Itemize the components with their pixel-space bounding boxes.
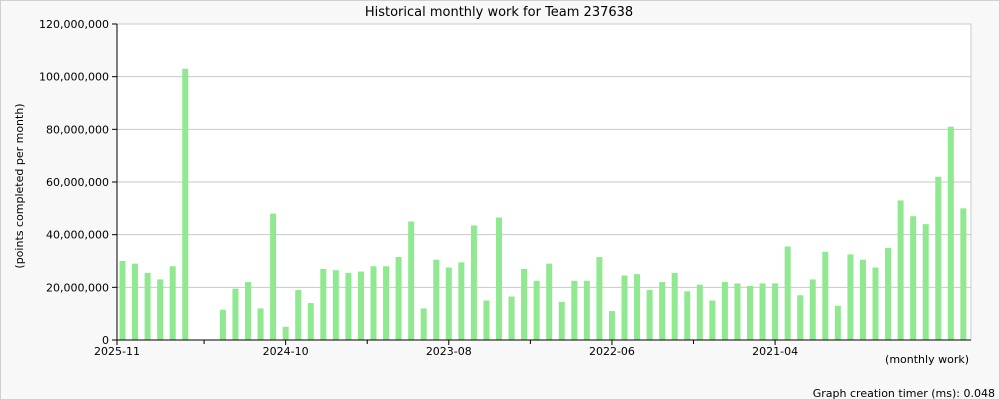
bar	[445, 267, 452, 340]
bar	[546, 263, 553, 340]
bar	[696, 284, 703, 340]
x-axis-ticks: 2025-11 2024-10 2023-08 2022-06 2021-04	[94, 340, 798, 358]
bar	[709, 300, 716, 340]
x-tick-label: 2021-04	[752, 345, 798, 358]
bar	[320, 268, 327, 340]
bar	[596, 257, 603, 340]
bar	[684, 291, 691, 340]
bar	[219, 309, 226, 340]
y-tick-label: 0	[102, 334, 109, 347]
bar	[784, 246, 791, 340]
bar	[345, 272, 352, 340]
bar	[947, 126, 954, 340]
bar	[759, 283, 766, 340]
bar	[747, 286, 753, 340]
bar	[721, 282, 728, 340]
bar	[332, 270, 339, 340]
bar	[232, 288, 239, 340]
bar	[144, 272, 151, 340]
bars	[119, 68, 967, 341]
bar	[383, 266, 390, 340]
bar	[646, 289, 653, 340]
gridlines	[117, 23, 971, 288]
bar	[634, 274, 641, 340]
bar	[420, 308, 427, 340]
bar	[734, 283, 741, 340]
y-tick-label: 80,000,000	[46, 123, 109, 136]
bar	[395, 257, 402, 340]
bar	[295, 289, 302, 340]
y-axis-label: (points completed per month)	[13, 103, 26, 268]
x-tick-label: 2024-10	[263, 345, 309, 358]
bar	[470, 225, 477, 340]
y-axis-ticks: 0 20,000,000 40,000,000 60,000,000 80,000,00…	[39, 18, 117, 347]
bar	[370, 266, 377, 340]
bar	[408, 221, 415, 340]
bar	[245, 282, 251, 340]
bar	[885, 247, 892, 340]
bar	[960, 208, 967, 340]
bar	[521, 268, 528, 340]
bar	[797, 295, 804, 340]
bar	[872, 267, 879, 340]
y-tick-label: 100,000,000	[39, 71, 109, 84]
bar	[496, 217, 502, 340]
bar	[458, 262, 465, 340]
bar	[608, 311, 615, 340]
y-tick-label: 40,000,000	[46, 229, 109, 242]
bar	[558, 301, 565, 340]
chart-title: Historical monthly work for Team 237638	[365, 5, 633, 20]
bar	[834, 305, 841, 340]
bar	[859, 259, 866, 340]
bar	[357, 271, 364, 340]
bar	[282, 326, 289, 340]
bar	[922, 224, 929, 340]
bar	[257, 308, 264, 340]
bar	[847, 254, 854, 340]
bar	[433, 259, 440, 340]
bar	[132, 263, 139, 340]
bar	[621, 275, 628, 340]
bar	[169, 266, 176, 340]
bar	[772, 283, 779, 340]
y-tick-label: 120,000,000	[39, 18, 109, 31]
bar	[935, 176, 942, 340]
bar	[910, 216, 917, 340]
bar	[307, 303, 314, 340]
bar	[659, 282, 666, 340]
x-tick-label: 2025-11	[94, 345, 140, 358]
bar	[270, 213, 277, 340]
x-axis-label: (monthly work)	[885, 353, 969, 366]
bar	[119, 261, 126, 340]
bar	[822, 251, 829, 340]
bar	[157, 279, 164, 340]
bar	[182, 68, 189, 341]
bar	[897, 200, 904, 340]
bar	[571, 280, 578, 340]
x-tick-label: 2023-08	[426, 345, 472, 358]
graph-timer-text: Graph creation timer (ms): 0.048	[813, 387, 995, 399]
bar	[809, 279, 816, 340]
bar	[671, 272, 678, 340]
bar	[583, 280, 590, 340]
x-tick-label: 2022-06	[589, 345, 635, 358]
bar	[533, 280, 540, 340]
y-tick-label: 20,000,000	[46, 281, 109, 294]
bar	[508, 296, 515, 340]
bar	[483, 300, 490, 340]
y-tick-label: 60,000,000	[46, 176, 109, 189]
